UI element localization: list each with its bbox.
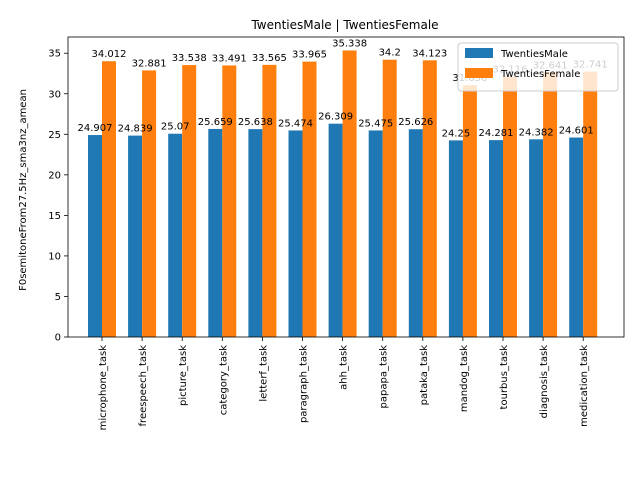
bar-TwentiesMale-pataka_task <box>408 129 423 337</box>
bar-TwentiesMale-diagnosis_task <box>529 139 544 337</box>
bar-TwentiesMale-letterf_task <box>248 129 263 337</box>
bar-TwentiesMale-papapa_task <box>368 130 383 337</box>
bar-value-label: 25.659 <box>198 117 233 128</box>
x-tick-label: pataka_task <box>419 345 430 406</box>
bar-value-label: 25.638 <box>238 117 273 128</box>
x-tick-label: freespeech_task <box>138 345 149 427</box>
bar-TwentiesFemale-medication_task <box>583 71 598 337</box>
x-tick-label: letterf_task <box>258 345 269 402</box>
bar-TwentiesMale-freespeech_task <box>128 135 143 337</box>
y-axis-label: F0semitoneFrom27.5Hz_sma3nz_amean <box>18 89 29 291</box>
x-tick-label: diagnosis_task <box>539 345 550 419</box>
legend-swatch-TwentiesFemale <box>465 68 493 78</box>
bar-value-label: 34.012 <box>92 49 127 60</box>
bar-TwentiesMale-paragraph_task <box>288 130 303 337</box>
legend-box <box>457 42 619 92</box>
x-tick-label: tourbus_task <box>499 345 510 410</box>
bar-value-label: 24.601 <box>559 126 594 137</box>
bar-TwentiesFemale-picture_task <box>182 65 197 338</box>
bar-TwentiesFemale-freespeech_task <box>142 70 157 337</box>
bar-value-label: 24.25 <box>442 128 471 139</box>
bar-value-label: 32.881 <box>132 58 167 69</box>
x-tick-label: paragraph_task <box>299 345 310 423</box>
bar-TwentiesFemale-diagnosis_task <box>543 72 558 337</box>
y-tick-label: 0 <box>55 333 61 344</box>
bar-TwentiesFemale-category_task <box>222 65 237 337</box>
bar-TwentiesFemale-letterf_task <box>262 64 277 337</box>
bar-value-label: 33.965 <box>292 50 327 61</box>
y-tick-label: 10 <box>48 251 61 262</box>
y-tick-label: 5 <box>55 292 61 303</box>
bar-TwentiesFemale-pataka_task <box>422 60 437 337</box>
y-axis: 0 5 10 15 20 25 30 35 <box>48 49 68 344</box>
bar-value-label: 34.2 <box>379 48 401 59</box>
bar-TwentiesMale-medication_task <box>569 137 584 337</box>
bar-TwentiesMale-category_task <box>208 128 223 337</box>
y-tick-label: 30 <box>48 89 61 100</box>
plot-frame <box>67 36 625 338</box>
legend-label: TwentiesMale <box>500 49 568 60</box>
bar-value-label: 33.565 <box>252 53 287 64</box>
y-tick-label: 15 <box>48 211 61 222</box>
x-tick-label: microphone_task <box>98 345 109 431</box>
bar-TwentiesFemale-papapa_task <box>382 59 397 338</box>
x-tick-label: category_task <box>218 345 229 415</box>
bar-value-label: 33.491 <box>212 53 247 64</box>
bar-TwentiesMale-microphone_task <box>88 135 102 337</box>
y-tick-label: 35 <box>48 49 61 60</box>
bar-TwentiesMale-mandog_task <box>448 140 463 337</box>
legend-label: TwentiesFemale <box>500 69 580 80</box>
x-tick-label: picture_task <box>178 345 189 406</box>
x-tick-label: papapa_task <box>379 345 390 409</box>
x-tick-label: mandog_task <box>459 345 470 412</box>
y-tick-label: 20 <box>48 170 61 181</box>
bar-TwentiesFemale-tourbus_task <box>503 76 517 337</box>
bar-value-label: 25.475 <box>358 118 393 129</box>
x-tick-label: medication_task <box>579 345 590 427</box>
bar-TwentiesMale-ahh_task <box>328 123 343 338</box>
bar-TwentiesFemale-mandog_task <box>462 85 477 337</box>
bar-value-label: 26.309 <box>318 112 353 123</box>
bar-value-label: 24.281 <box>479 128 514 139</box>
bar-TwentiesFemale-ahh_task <box>342 50 357 337</box>
bar-value-label: 25.626 <box>398 117 433 128</box>
bar-value-label: 24.839 <box>118 124 153 135</box>
bar-TwentiesMale-tourbus_task <box>489 140 503 337</box>
bar-value-label: 24.382 <box>519 127 554 138</box>
legend-swatch-TwentiesMale <box>465 48 493 58</box>
bar-TwentiesFemale-microphone_task <box>102 61 116 338</box>
bar-value-label: 35.338 <box>332 38 367 49</box>
bar-value-label: 25.474 <box>278 118 313 129</box>
y-tick-label: 25 <box>48 130 61 141</box>
chart-title: TwentiesMale | TwentiesFemale <box>250 18 438 32</box>
bars-group <box>88 50 598 338</box>
bar-value-label: 25.07 <box>161 122 190 133</box>
x-axis: microphone_task freespeech_task picture_ta… <box>98 337 590 430</box>
bar-value-label: 24.907 <box>78 123 113 134</box>
legend: TwentiesMale TwentiesFemale <box>457 42 619 92</box>
bar-value-label: 34.123 <box>412 48 447 59</box>
bar-TwentiesFemale-paragraph_task <box>302 61 317 338</box>
bar-value-label: 33.538 <box>172 53 207 64</box>
bar-TwentiesMale-picture_task <box>168 133 183 337</box>
x-tick-label: ahh_task <box>339 345 350 390</box>
